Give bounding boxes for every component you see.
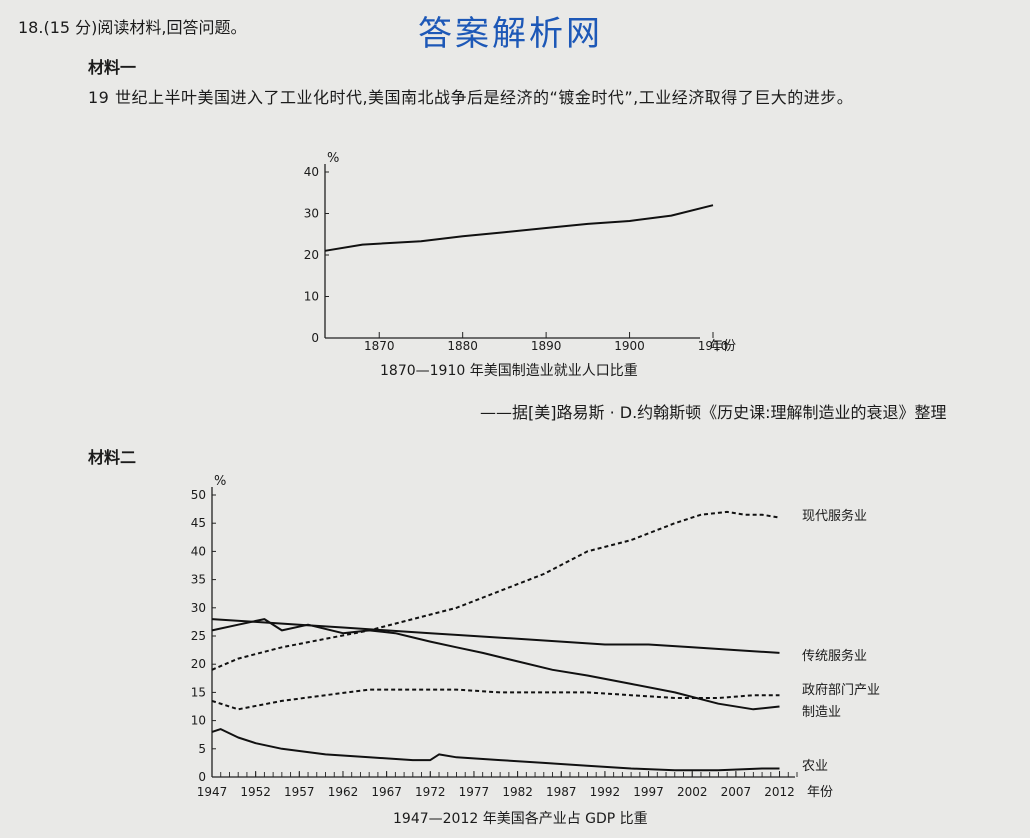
question-header: 18.(15 分)阅读材料,回答问题。 (18, 18, 247, 37)
x-tick-label: 1977 (459, 785, 490, 799)
x-axis-label: 年份 (807, 785, 833, 800)
material1-source: ——据[美]路易斯 · D.约翰斯顿《历史课:理解制造业的衰退》整理 (480, 403, 947, 422)
x-tick-label: 1957 (284, 785, 315, 799)
x-axis-label: 年份 (710, 339, 736, 354)
x-tick-label: 1900 (614, 339, 645, 353)
x-tick-label: 2012 (764, 785, 795, 799)
series-line-2 (211, 688, 780, 711)
x-tick-label: 1870 (364, 339, 395, 353)
series-label: 制造业 (802, 705, 841, 720)
material1-paragraph: 19 世纪上半叶美国进入了工业化时代,美国南北战争后是经济的“镀金时代”,工业经… (88, 88, 854, 107)
y-tick-label: 25 (191, 629, 206, 643)
x-tick-label: 2007 (721, 785, 752, 799)
series-line-1 (211, 618, 780, 654)
series-label: 政府部门产业 (802, 683, 880, 698)
y-tick-label: 30 (304, 207, 319, 221)
watermark-logo: 答案解析网 (418, 14, 603, 54)
y-axis-unit: % (327, 151, 339, 166)
y-tick-label: 20 (304, 248, 319, 262)
series-line-main (324, 204, 714, 252)
x-tick-label: 2002 (677, 785, 708, 799)
y-tick-label: 10 (191, 714, 206, 728)
chart1-caption: 1870—1910 年美国制造业就业人口比重 (380, 363, 638, 379)
y-tick-label: 0 (311, 331, 319, 345)
series-label: 农业 (802, 759, 828, 774)
x-tick-label: 1952 (240, 785, 271, 799)
y-tick-label: 0 (198, 770, 206, 784)
x-tick-label: 1987 (546, 785, 577, 799)
y-tick-label: 20 (191, 657, 206, 671)
y-tick-label: 40 (191, 544, 206, 558)
y-tick-label: 40 (304, 165, 319, 179)
x-tick-label: 1962 (328, 785, 359, 799)
x-tick-label: 1880 (447, 339, 478, 353)
material1-title: 材料一 (88, 58, 137, 77)
series-label: 现代服务业 (802, 508, 867, 524)
series-line-0 (211, 510, 780, 671)
x-tick-label: 1992 (590, 785, 621, 799)
series-label: 传统服务业 (802, 648, 867, 664)
y-tick-label: 45 (191, 516, 206, 530)
series-line-4 (211, 728, 780, 772)
x-tick-label: 1972 (415, 785, 446, 799)
y-tick-label: 35 (191, 573, 206, 587)
x-tick-label: 1947 (197, 785, 228, 799)
x-tick-label: 1890 (531, 339, 562, 353)
y-tick-label: 10 (304, 290, 319, 304)
chart2-caption: 1947—2012 年美国各产业占 GDP 比重 (393, 811, 648, 827)
y-tick-label: 30 (191, 601, 206, 615)
y-tick-label: 50 (191, 488, 206, 502)
y-tick-label: 15 (191, 685, 206, 699)
y-axis-unit: % (214, 474, 226, 489)
material2-title: 材料二 (88, 448, 137, 467)
x-tick-label: 1982 (502, 785, 533, 799)
series-line-3 (211, 618, 780, 711)
x-tick-label: 1910 (698, 339, 729, 353)
y-tick-label: 5 (198, 742, 206, 756)
x-tick-label: 1967 (371, 785, 402, 799)
x-tick-label: 1997 (633, 785, 664, 799)
